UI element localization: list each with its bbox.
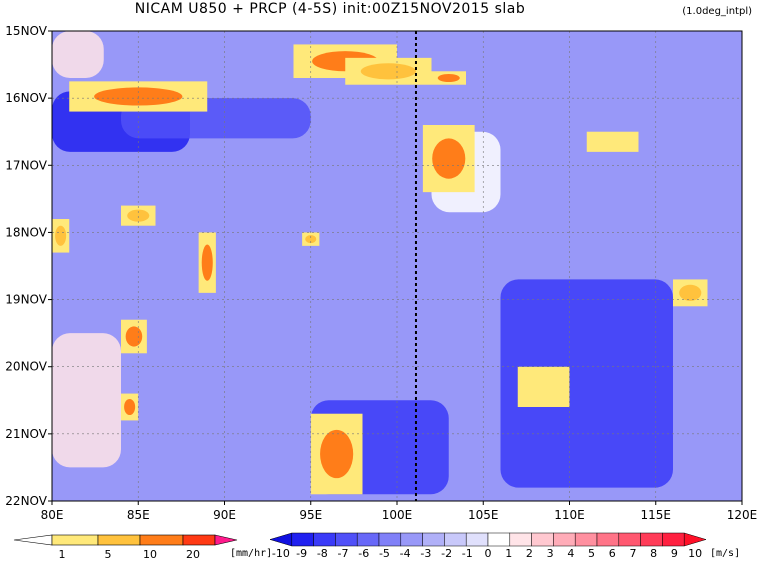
wind-colorbar-label: 8 [650,547,657,560]
wind-swatch [313,532,336,547]
wind-colorbar-label: -8 [317,547,328,560]
wind-colorbar-label: 1 [505,547,512,560]
precip-colorbar-label: 20 [186,548,200,561]
wind-colorbar-label: 5 [588,547,595,560]
precip-core-12 [679,284,702,301]
x-tick-label: 120E [727,508,758,522]
wind-unit: [m/s] [710,548,740,559]
wind-swatch [618,532,641,547]
wind-colorbar-label: -9 [296,547,307,560]
precip-swatch [51,534,99,546]
precip-cluster-13 [517,366,570,407]
wind-swatch [596,532,620,547]
precip-swatch [214,534,238,546]
wind-colorbar-label: 6 [609,547,616,560]
precip-colorbar-label: 5 [105,548,112,561]
precip-swatch [13,534,53,546]
wind-colorbar-label: -7 [338,547,349,560]
wind-colorbar-label: 3 [547,547,554,560]
y-axis-ticks: 15NOV 16NOV 17NOV 18NOV 19NOV 20NOV 21NOV 22NOV [5,24,52,508]
wind-colorbar: -10 -9 -8 -7 -6 -5 -4 -3 -2 -1 0 1 2 3 4 5 6 7 8 9 10 [m/s] [269,532,740,560]
precip-core-7 [201,244,213,281]
precip-colorbar: 1 5 10 20 [mm/hr] [13,534,272,561]
wind-region-2 [448,44,742,112]
wind-swatch [574,532,598,547]
grid-lines [52,31,742,501]
wind-colorbar-label: -5 [379,547,390,560]
precip-swatch [139,534,184,546]
precip-core-5 [55,225,67,246]
precip-colorbar-label: 1 [59,548,66,561]
precip-field [52,44,708,495]
x-tick-label: 90E [213,508,236,522]
precip-core-2 [360,63,416,80]
y-tick-label: 15NOV [5,24,47,38]
wind-swatch [531,532,554,547]
wind-region-6 [52,333,121,468]
precip-core-11 [320,429,354,479]
wind-colorbar-label: 4 [567,547,574,560]
y-tick-label: 16NOV [5,91,47,105]
precip-swatch [97,534,141,546]
wind-swatch [291,532,314,547]
x-tick-label: 95E [299,508,322,522]
wind-colorbar-label: -1 [462,547,473,560]
wind-colorbar-label: 7 [629,547,636,560]
wind-colorbar-label: 0 [485,547,492,560]
y-tick-label: 22NOV [5,494,47,508]
wind-swatch [553,532,576,547]
x-tick-label: 80E [41,508,64,522]
wind-swatch [683,532,707,547]
precip-core-8 [305,235,317,244]
precip-core-10 [124,398,136,416]
wind-swatch [444,532,467,547]
wind-colorbar-label: -10 [272,547,290,560]
wind-region-7 [52,31,104,78]
wind-region-4 [500,279,673,488]
wind-swatch [422,532,445,547]
precip-core-3 [437,73,460,83]
wind-swatch [269,532,293,547]
precip-core-6 [127,209,150,222]
wind-swatch [509,532,532,547]
wind-colorbar-label: -3 [420,547,431,560]
y-tick-label: 20NOV [5,360,47,374]
y-tick-label: 19NOV [5,293,47,307]
precip-core-4 [432,138,466,179]
wind-colorbar-label: -4 [400,547,411,560]
x-axis-ticks: 80E 85E 90E 95E 100E 105E 110E 115E 120E [41,501,758,522]
wind-colorbar-label: -6 [358,547,369,560]
wind-swatch [378,532,402,547]
wind-swatch [465,532,489,547]
wind-swatch [356,532,380,547]
x-tick-label: 115E [641,508,672,522]
wind-swatch [662,532,685,547]
chart-title: NICAM U850 + PRCP (4-5S) init:00Z15NOV20… [134,1,526,17]
wind-swatch [400,532,423,547]
y-tick-label: 18NOV [5,225,47,239]
x-tick-label: 100E [382,508,413,522]
precip-colorbar-label: 10 [143,548,157,561]
precip-core-9 [125,326,143,347]
chart-subtitle: (1.0deg_intpl) [682,6,752,17]
x-tick-label: 85E [127,508,150,522]
wind-swatch [487,532,511,547]
precip-unit: [mm/hr] [230,548,272,559]
x-tick-label: 110E [554,508,585,522]
wind-colorbar-label: 10 [688,547,702,560]
wind-colorbar-label: -2 [441,547,452,560]
y-tick-label: 17NOV [5,158,47,172]
x-tick-label: 105E [468,508,499,522]
wind-swatch [335,532,358,547]
precip-swatch [182,534,216,546]
precip-cluster-14 [586,131,639,152]
y-tick-label: 21NOV [5,427,47,441]
wind-colorbar-label: 9 [671,547,678,560]
wind-swatch [640,532,663,547]
wind-colorbar-label: 2 [526,547,533,560]
